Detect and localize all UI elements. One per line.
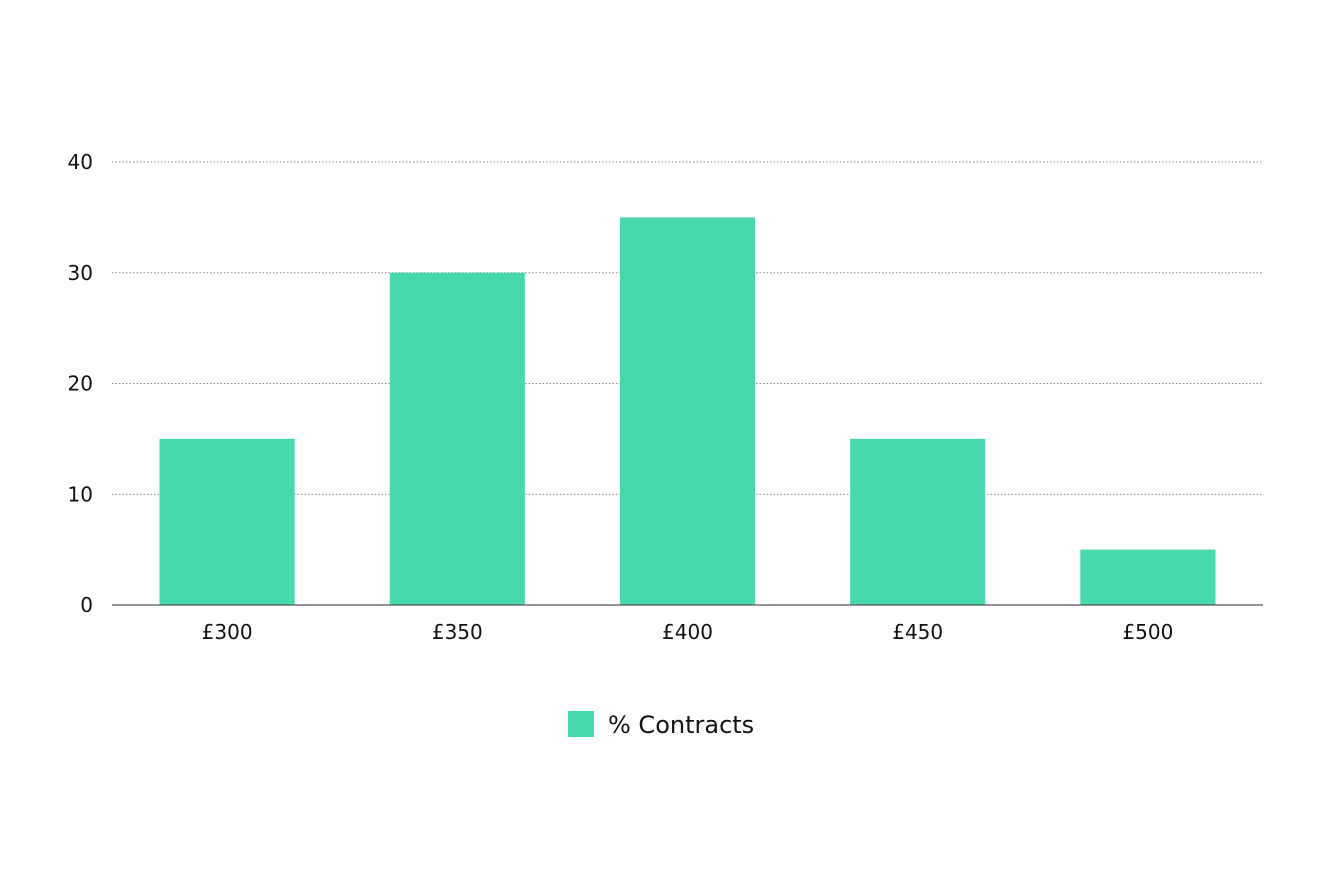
bar-3: [850, 438, 986, 605]
x-tick-label: £500: [1122, 620, 1173, 644]
y-tick-label: 30: [68, 261, 93, 285]
y-axis-ticks: 0 10 20 30 40: [68, 150, 93, 617]
bar-2: [619, 217, 756, 605]
bar-4: [1080, 549, 1216, 605]
y-tick-label: 40: [68, 150, 93, 174]
x-tick-label: £300: [202, 620, 253, 644]
y-tick-label: 10: [68, 482, 93, 506]
legend: % Contracts: [568, 711, 754, 739]
x-tick-label: £400: [662, 620, 713, 644]
bar-0: [159, 438, 295, 605]
bar-1: [389, 272, 525, 605]
x-axis-ticks: £300 £350 £400 £450 £500: [202, 620, 1174, 644]
legend-swatch: [568, 711, 594, 737]
legend-label: % Contracts: [608, 711, 754, 739]
bars: [159, 217, 1216, 605]
x-tick-label: £450: [892, 620, 943, 644]
y-tick-label: 20: [68, 372, 93, 396]
y-tick-label: 0: [80, 593, 93, 617]
x-tick-label: £350: [432, 620, 483, 644]
